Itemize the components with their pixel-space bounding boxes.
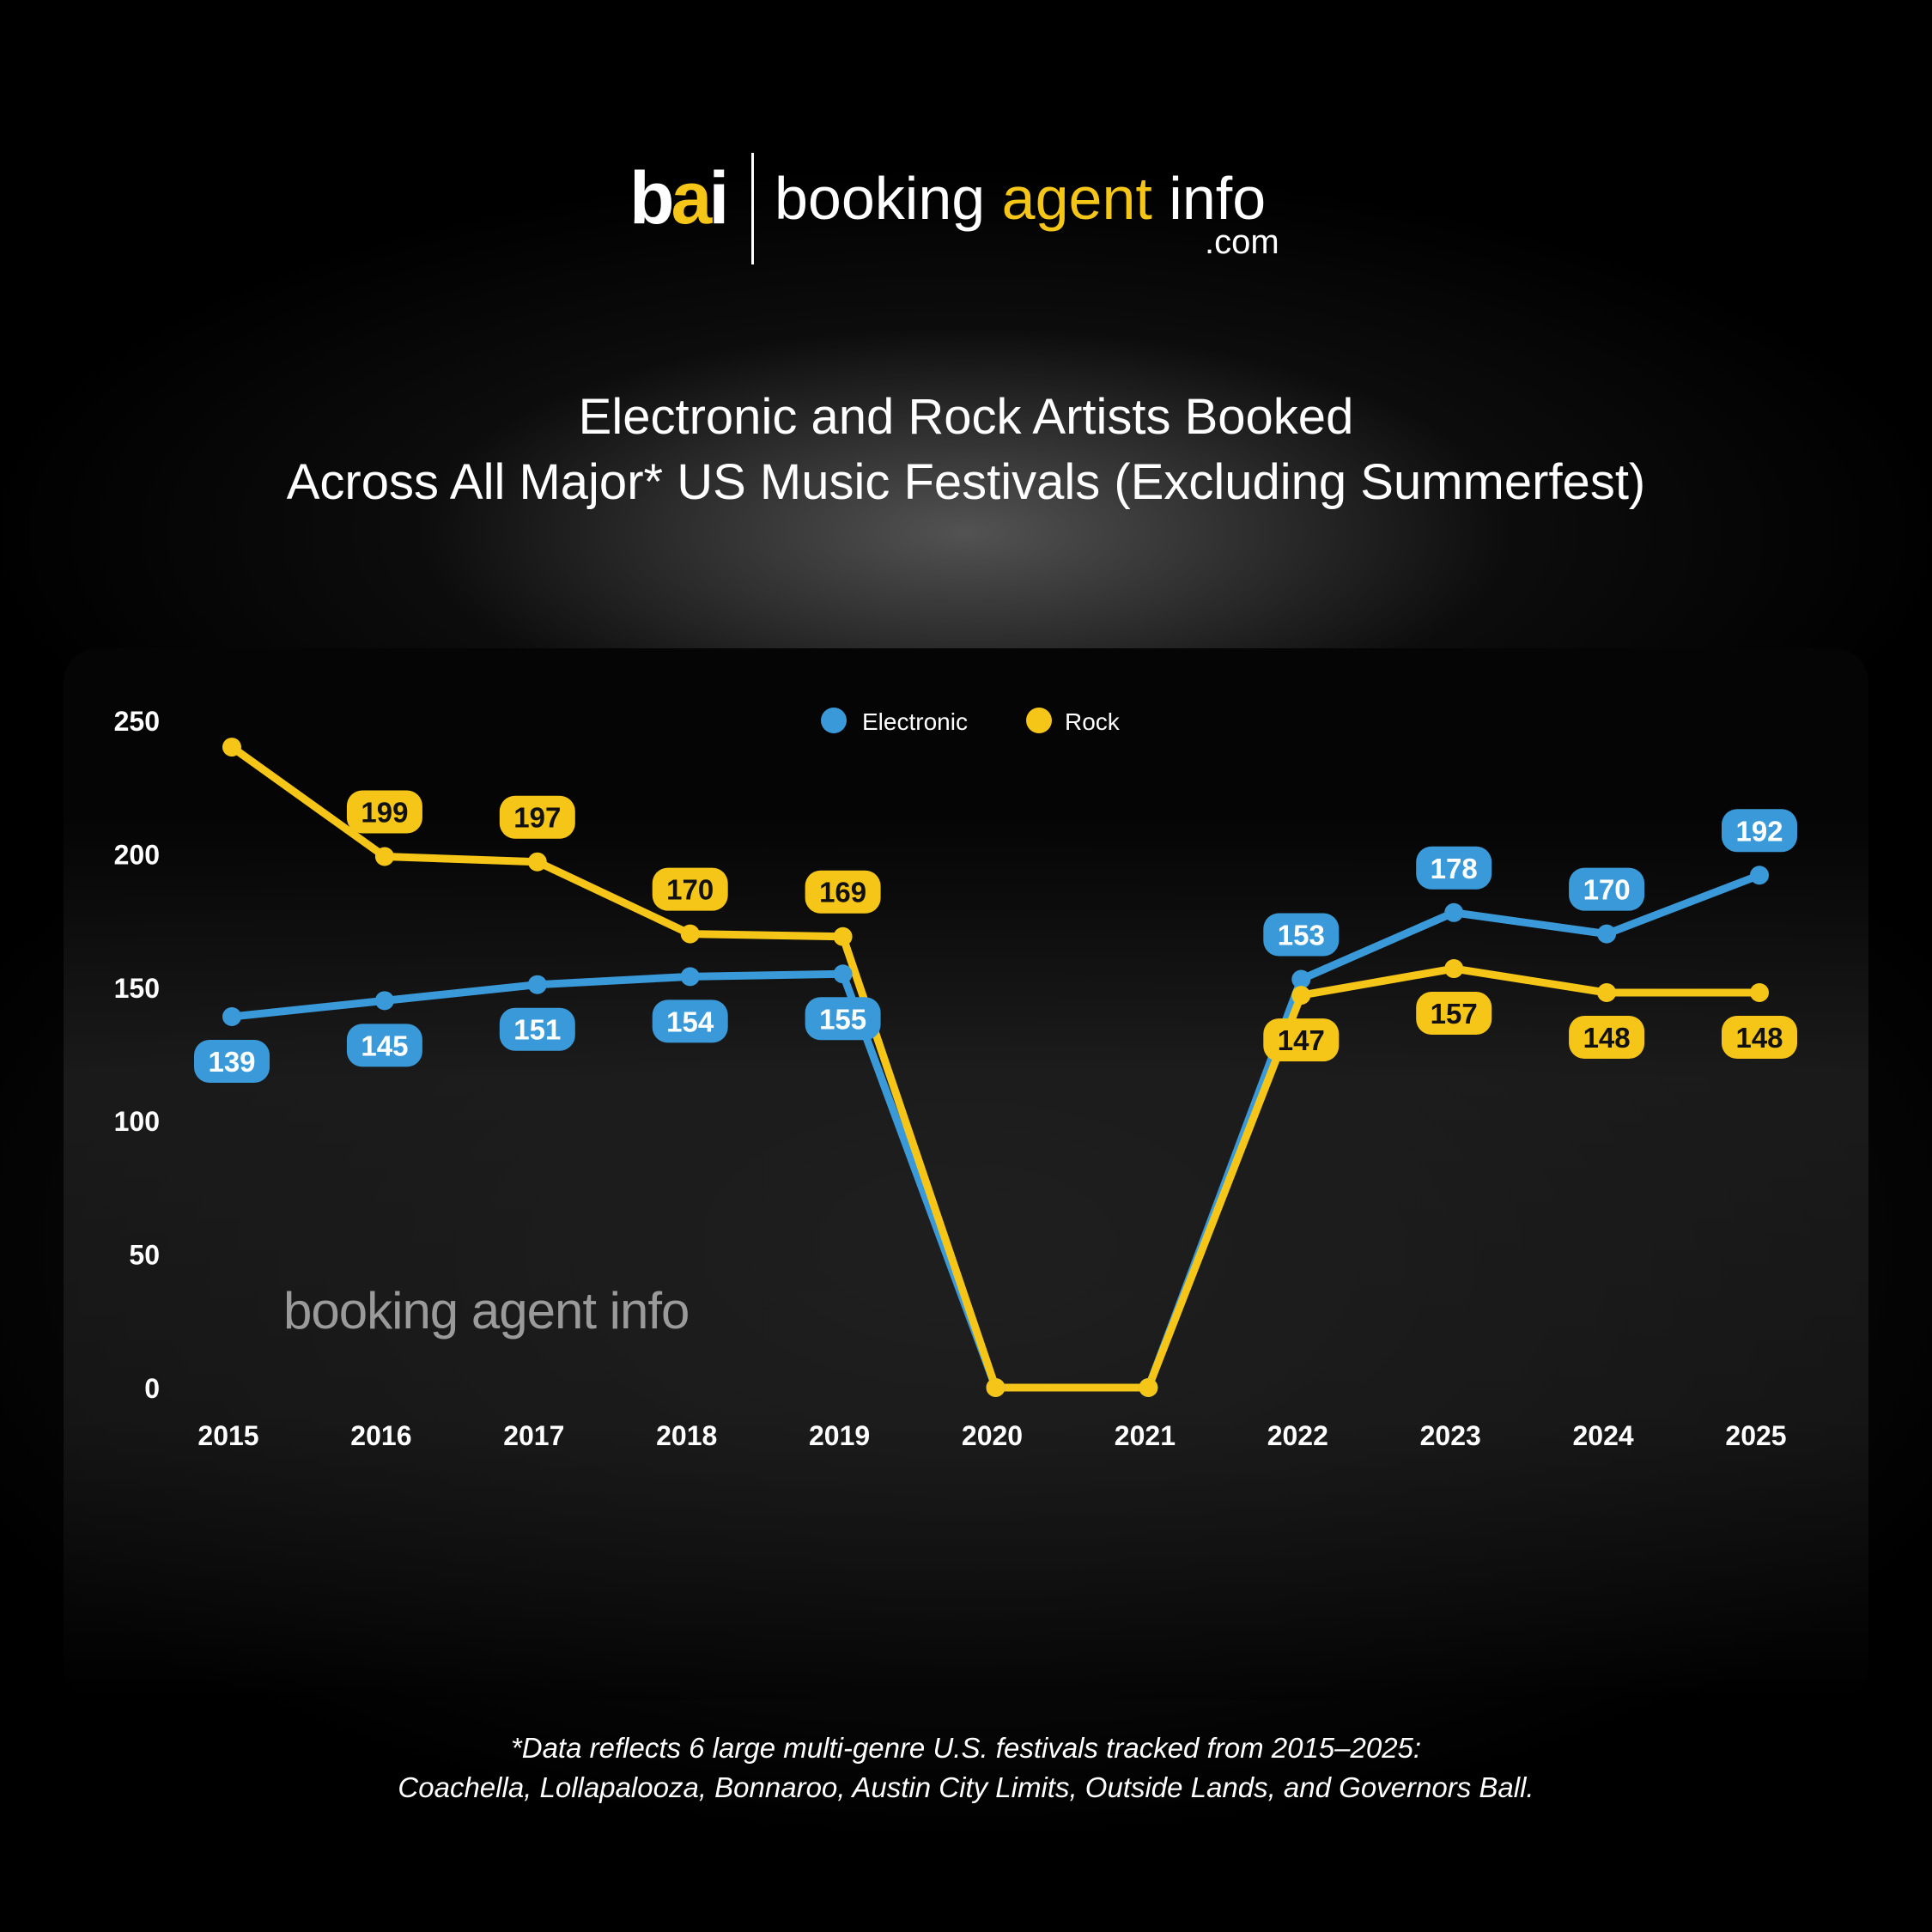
footnote-line2: Coachella, Lollapalooza, Bonnaroo, Austi… [398, 1771, 1534, 1803]
legend-label-rock: Rock [1065, 708, 1121, 735]
data-point-rock [833, 927, 853, 946]
data-point-electronic [680, 967, 700, 987]
data-label-rock: 197 [513, 802, 561, 834]
data-point-rock [680, 924, 700, 944]
data-point-rock [374, 847, 394, 866]
data-label-badge-electronic [652, 999, 728, 1043]
logo-wordmark: booking agent info [775, 168, 1266, 228]
data-point-electronic [1291, 969, 1311, 989]
data-point-rock [1597, 983, 1617, 1003]
data-label-badge-rock [805, 870, 881, 914]
data-label-badge-electronic [1569, 867, 1645, 911]
y-tick-label: 150 [114, 973, 160, 1004]
legend-marker-electronic [821, 708, 847, 733]
logo-mark: bai [629, 157, 729, 240]
chart-panel: booking agent info 0 50 100 150 200 250 2015 201… [64, 648, 1868, 1700]
data-label-badge-electronic [1722, 809, 1797, 853]
data-label-badge-electronic [194, 1039, 270, 1083]
logo-domain: .com [1205, 223, 1279, 261]
x-tick-label: 2017 [503, 1420, 564, 1451]
data-point-electronic [374, 991, 394, 1011]
data-label-badge-rock [1416, 992, 1492, 1036]
logo-word-agent: agent [1001, 165, 1152, 232]
data-label-electronic: 145 [361, 1030, 408, 1061]
data-label-rock: 148 [1583, 1022, 1631, 1054]
data-label-rock: 170 [666, 874, 714, 906]
data-label-electronic: 192 [1735, 815, 1783, 847]
data-point-rock [986, 1378, 1005, 1397]
data-point-electronic [1444, 902, 1464, 922]
data-label-badge-electronic [1416, 846, 1492, 890]
y-tick-label: 250 [114, 706, 160, 737]
x-tick-label: 2020 [962, 1420, 1023, 1451]
data-label-electronic: 155 [819, 1003, 866, 1035]
watermark-text: booking agent info [283, 1282, 689, 1340]
data-label-badge-electronic [499, 1007, 575, 1051]
data-point-rock [1291, 986, 1311, 1005]
data-point-electronic [833, 964, 853, 984]
data-label-badge-rock [652, 867, 728, 911]
data-label-badge-electronic [1263, 913, 1340, 957]
logo: bai booking agent info .com [623, 146, 1309, 275]
data-point-electronic [222, 1006, 241, 1026]
x-tick-label: 2021 [1115, 1420, 1176, 1451]
data-point-rock [1139, 1378, 1158, 1397]
data-label-rock: 199 [361, 797, 408, 829]
x-tick-label: 2023 [1420, 1420, 1481, 1451]
data-label-rock: 148 [1735, 1022, 1783, 1054]
data-label-electronic: 170 [1583, 874, 1631, 906]
data-point-rock [1750, 983, 1769, 1003]
data-point-electronic [527, 975, 547, 994]
data-point-electronic [1597, 924, 1617, 944]
chart-title-line2: Across All Major* US Music Festivals (Ex… [286, 454, 1646, 510]
data-label-electronic: 151 [513, 1014, 561, 1046]
chart-title: Electronic and Rock Artists Booked Acros… [0, 385, 1932, 515]
data-label-electronic: 154 [666, 1005, 714, 1037]
x-tick-label: 2022 [1267, 1420, 1328, 1451]
data-label-badge-rock [1569, 1016, 1645, 1060]
x-tick-label: 2025 [1725, 1420, 1786, 1451]
x-tick-label: 2024 [1573, 1420, 1634, 1451]
logo-word-info: info [1169, 165, 1267, 232]
legend-label-electronic: Electronic [862, 708, 968, 735]
footnote-line1: *Data reflects 6 large multi-genre U.S. … [510, 1732, 1422, 1764]
data-label-badge-electronic [805, 997, 881, 1041]
data-label-rock: 147 [1278, 1024, 1325, 1056]
footnote: *Data reflects 6 large multi-genre U.S. … [0, 1728, 1932, 1807]
data-label-badge-rock [346, 790, 422, 834]
logo-divider [751, 153, 754, 264]
data-label-rock: 169 [819, 877, 866, 908]
data-point-rock [222, 738, 241, 757]
x-tick-label: 2016 [350, 1420, 411, 1451]
data-label-badge-rock [1722, 1016, 1797, 1060]
data-point-rock [1444, 959, 1464, 979]
y-tick-label: 50 [129, 1240, 160, 1271]
data-label-rock: 157 [1431, 998, 1478, 1030]
data-label-badge-rock [499, 795, 575, 839]
data-point-rock [527, 852, 547, 872]
x-tick-label: 2018 [656, 1420, 717, 1451]
x-tick-label: 2015 [197, 1420, 258, 1451]
data-point-electronic [1750, 866, 1769, 885]
data-label-electronic: 178 [1431, 853, 1478, 884]
y-tick-label: 100 [114, 1106, 160, 1137]
legend-marker-rock [1026, 708, 1052, 733]
logo-word-booking: booking [775, 165, 986, 232]
y-tick-label: 0 [144, 1373, 160, 1404]
chart-title-line1: Electronic and Rock Artists Booked [578, 389, 1354, 445]
data-label-electronic: 153 [1278, 919, 1325, 951]
x-tick-label: 2019 [809, 1420, 870, 1451]
y-tick-label: 200 [114, 839, 160, 870]
data-label-electronic: 139 [208, 1046, 255, 1078]
data-label-badge-rock [1263, 1018, 1340, 1062]
line-chart: booking agent info 0 50 100 150 200 250 2015 201… [114, 706, 1797, 1451]
data-label-badge-electronic [346, 1024, 422, 1067]
